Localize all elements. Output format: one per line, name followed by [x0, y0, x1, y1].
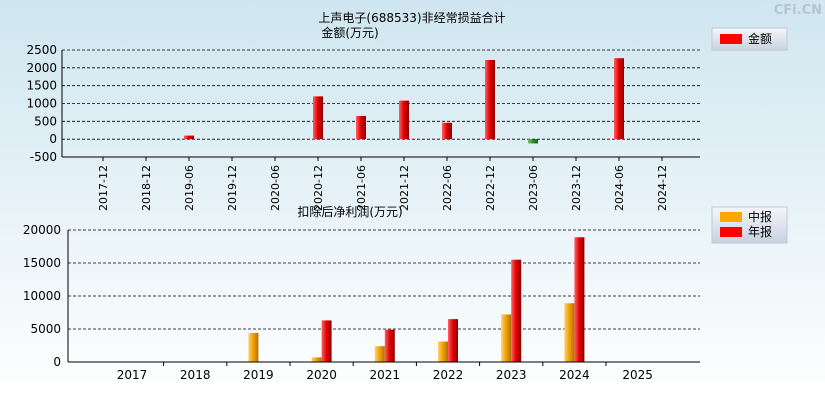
- x-tick-label: 2020: [306, 368, 337, 382]
- x-tick-label: 2024: [559, 368, 590, 382]
- chart1-axes: [61, 50, 700, 158]
- x-tick-label: 2023-06: [527, 165, 540, 211]
- bar-amount-2020-12: [313, 96, 323, 140]
- bar-interim-2021: [374, 346, 385, 362]
- x-tick-label: 2020-12: [312, 165, 325, 211]
- bar-amount-2022-12: [485, 59, 495, 140]
- chart1-legend: 金额: [711, 27, 788, 51]
- chart2-gridlines: [68, 229, 700, 330]
- legend-swatch-amount: [720, 34, 742, 44]
- x-tick-label: 2019: [243, 368, 274, 382]
- x-tick-label: 2021-06: [355, 165, 368, 211]
- x-tick-label: 2023: [496, 368, 527, 382]
- y-tick-label: 20000: [23, 223, 61, 237]
- legend-label-annual: 年报: [748, 224, 772, 239]
- y-tick-label: -500: [30, 150, 57, 164]
- y-tick-label: 1500: [26, 79, 57, 93]
- legend-swatch-interim: [720, 212, 742, 222]
- y-tick-label: 15000: [23, 256, 61, 270]
- chart2-axes: [67, 230, 700, 363]
- x-tick-label: 2023-12: [570, 165, 583, 211]
- x-tick-label: 2018-12: [140, 165, 153, 211]
- y-tick-label: 10000: [23, 289, 61, 303]
- x-tick-label: 2021: [370, 368, 401, 382]
- watermark-text: CFi.CN: [774, 3, 822, 18]
- x-tick-label: 2017: [117, 368, 148, 382]
- y-tick-label: 0: [53, 355, 61, 369]
- chart1-gridlines: [62, 49, 700, 140]
- x-tick-label: 2019-12: [226, 165, 239, 211]
- bar-amount-2022-06: [442, 122, 452, 140]
- bar-annual-2024: [574, 237, 585, 362]
- chart2-x-axis-ticks: 2017 2018 2019 2020 2021 2022 2023 2024 2025: [117, 362, 653, 382]
- bar-amount-2021-06: [356, 115, 366, 140]
- x-tick-label: 2022-12: [484, 165, 497, 211]
- y-tick-label: 2000: [26, 61, 57, 75]
- x-tick-label: 2021-12: [398, 165, 411, 211]
- bar-interim-2024: [564, 303, 575, 362]
- chart1-y-axis-ticks: 2500 2000 1500 1000 500 0 -500: [26, 43, 57, 164]
- legend-label-interim: 中报: [748, 209, 772, 224]
- y-tick-label: 0: [49, 132, 57, 146]
- x-tick-label: 2022: [433, 368, 464, 382]
- chart2-title: 扣除后净利润(万元): [297, 204, 402, 219]
- y-tick-label: 500: [34, 114, 57, 128]
- y-tick-label: 5000: [30, 322, 61, 336]
- bar-amount-2021-12: [399, 100, 409, 140]
- x-tick-label: 2024-12: [656, 165, 669, 211]
- x-tick-label: 2024-06: [613, 165, 626, 211]
- chart1-bars: [184, 58, 624, 144]
- x-tick-label: 2025: [622, 368, 653, 382]
- chart2-legend: 中报 年报: [711, 206, 788, 244]
- bar-interim-2020: [311, 357, 322, 362]
- chart1-subtitle: 金额(万元): [321, 25, 378, 40]
- bar-amount-2023-06: [528, 139, 538, 144]
- x-tick-label: 2022-06: [441, 165, 454, 211]
- chart-nonrecurring-gains: 上声电子(688533)非经常损益合计 金额(万元) 2500 2000 1500 1…: [26, 10, 788, 211]
- y-tick-label: 2500: [26, 43, 57, 57]
- chart2-y-axis-ticks: 20000 15000 10000 5000 0: [23, 223, 61, 369]
- x-tick-label: 2018: [180, 368, 211, 382]
- bar-interim-2022: [438, 341, 448, 362]
- bar-interim-2023: [501, 314, 512, 362]
- chart1-x-axis-ticks: 2017-12 2018-12 2019-06 2019-12 2020-06 2020-…: [97, 157, 669, 211]
- bar-interim-2019: [248, 332, 259, 362]
- chart-net-profit: 扣除后净利润(万元) 20000 15000 10000 5000 0 2017 2018…: [23, 204, 788, 382]
- legend-swatch-annual: [720, 227, 742, 237]
- bar-annual-2020: [321, 320, 332, 362]
- bar-amount-2019-06: [184, 135, 194, 140]
- y-tick-label: 1000: [26, 97, 57, 111]
- chart1-title: 上声电子(688533)非经常损益合计: [318, 10, 505, 25]
- chart2-bars: [248, 237, 585, 362]
- x-tick-label: 2019-06: [183, 165, 196, 211]
- legend-label-amount: 金额: [748, 31, 772, 46]
- bar-annual-2022: [448, 319, 458, 362]
- x-tick-label: 2017-12: [97, 165, 110, 211]
- bar-amount-2024-06: [614, 58, 624, 140]
- x-tick-label: 2020-06: [269, 165, 282, 211]
- bar-annual-2021: [384, 329, 395, 362]
- bar-annual-2023: [511, 259, 522, 362]
